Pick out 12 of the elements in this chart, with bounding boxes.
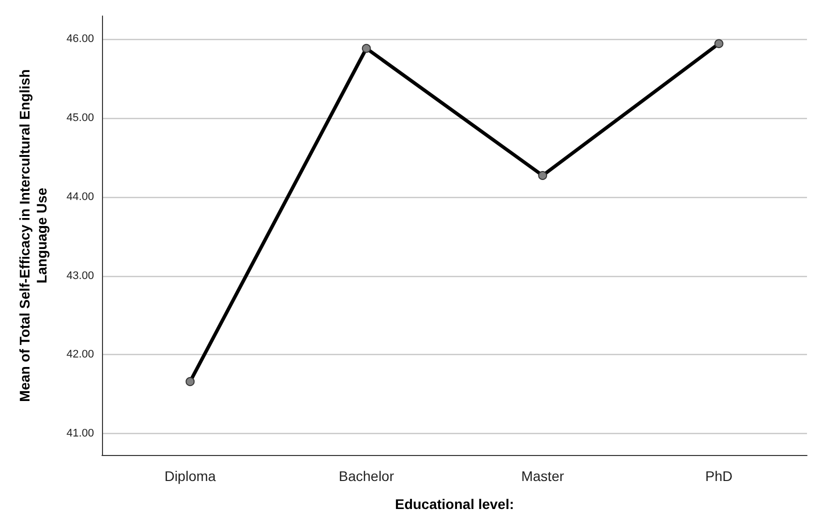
y-tick-label: 43.00 <box>66 270 94 282</box>
x-axis-title: Educational level: <box>394 496 514 512</box>
x-tick-label: Bachelor <box>338 468 394 484</box>
y-tick-label: 46.00 <box>66 32 94 45</box>
x-tick-label: Master <box>521 468 564 484</box>
x-tick-label: PhD <box>705 468 732 484</box>
y-tick-label: 41.00 <box>66 428 94 440</box>
y-tick-label: 44.00 <box>66 190 94 203</box>
y-tick-label: 42.00 <box>66 348 94 361</box>
y-axis-title: Mean of Total Self-Efficacy in Intercultural English Language Use <box>16 69 50 402</box>
x-tick-label: Diploma <box>164 468 216 484</box>
y-tick-label: 45.00 <box>66 112 94 124</box>
